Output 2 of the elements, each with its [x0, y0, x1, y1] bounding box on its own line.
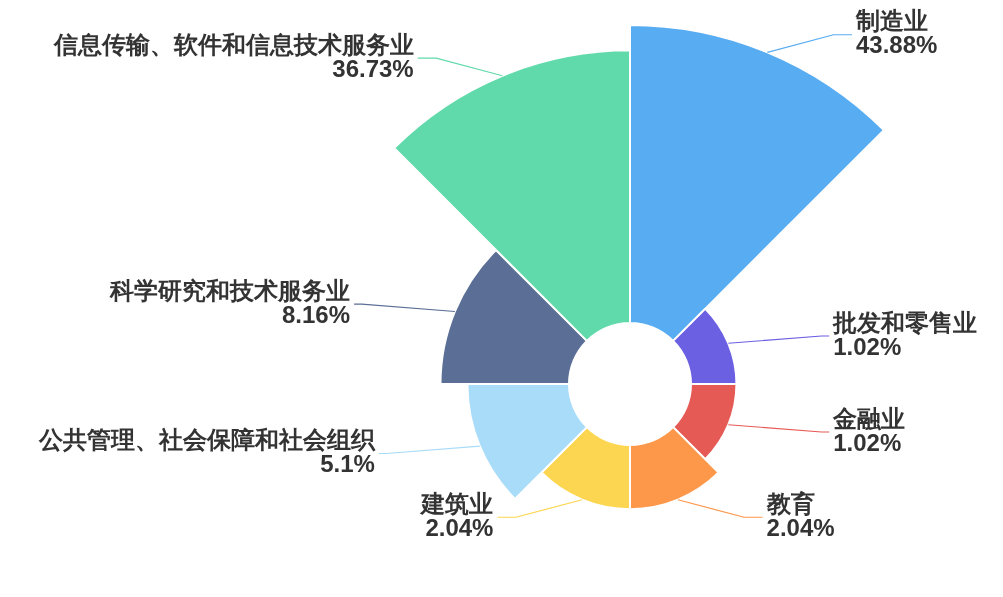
- category-label: 公共管理、社会保障和社会组织: [37, 426, 376, 454]
- category-label: 制造业: [855, 7, 928, 35]
